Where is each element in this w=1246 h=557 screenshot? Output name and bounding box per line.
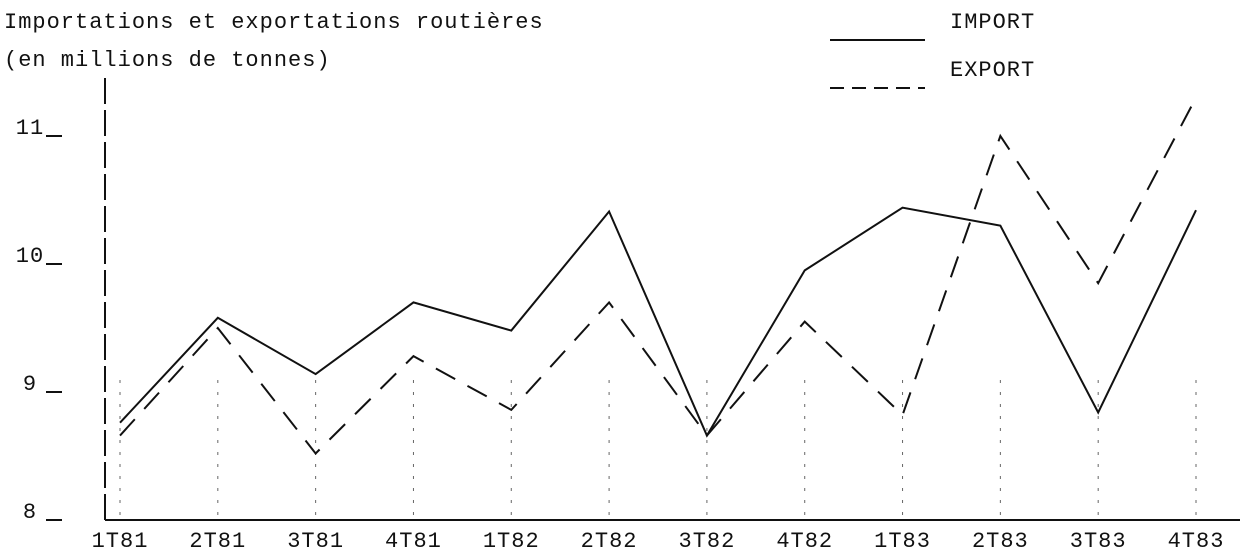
x-tick-label: 3T83: [1070, 529, 1127, 554]
x-tick-label: 2T82: [581, 529, 638, 554]
y-tick-label: 10: [16, 244, 44, 269]
x-tick-label: 4T83: [1168, 529, 1225, 554]
series-line: [119, 97, 1197, 455]
chart-subtitle: (en millions de tonnes): [4, 48, 331, 73]
y-tick-label: 11: [16, 116, 44, 141]
x-tick-label: 2T83: [972, 529, 1029, 554]
y-tick-label: 8: [23, 500, 37, 525]
x-tick-label: 3T81: [287, 529, 344, 554]
x-tick-label: 4T82: [776, 529, 833, 554]
x-tick-label: 1T82: [483, 529, 540, 554]
series-line: [119, 206, 1197, 438]
x-tick-label: 2T81: [189, 529, 246, 554]
chart-title: Importations et exportations routières: [4, 10, 544, 35]
y-tick-label: 9: [23, 372, 37, 397]
x-tick-label: 1T83: [874, 529, 931, 554]
x-tick-label: 4T81: [385, 529, 442, 554]
x-tick-label: 1T81: [92, 529, 149, 554]
legend-label: EXPORT: [950, 58, 1035, 83]
legend-label: IMPORT: [950, 10, 1035, 35]
x-tick-label: 3T82: [679, 529, 736, 554]
